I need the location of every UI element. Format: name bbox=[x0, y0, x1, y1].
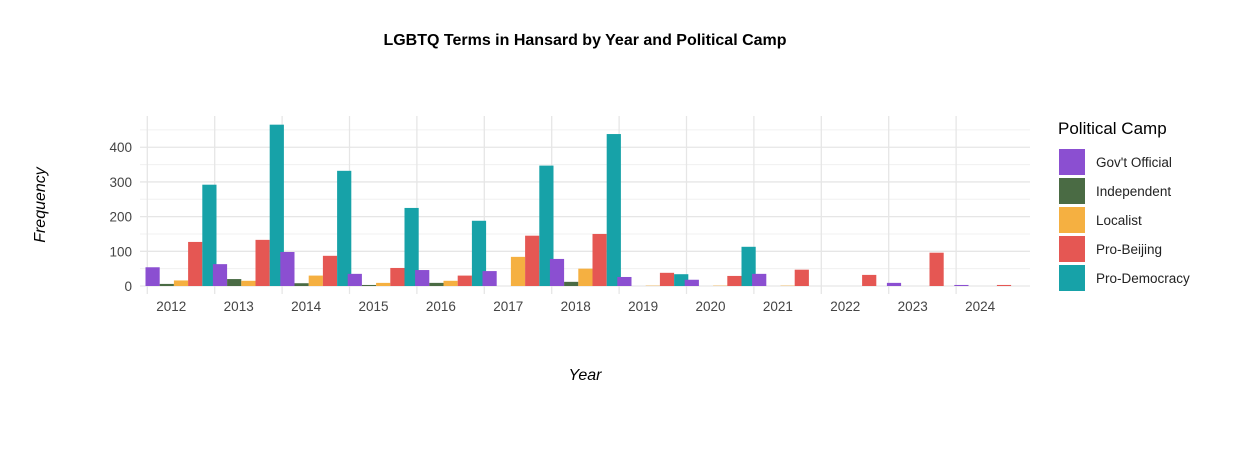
bar bbox=[255, 239, 270, 286]
bar bbox=[457, 275, 472, 286]
bar bbox=[347, 273, 362, 286]
legend-swatch bbox=[1059, 265, 1085, 291]
legend: Political Camp Gov't Official Independent… bbox=[1058, 119, 1190, 291]
bar bbox=[525, 235, 540, 286]
bar bbox=[308, 275, 323, 286]
bar bbox=[617, 276, 632, 286]
bar bbox=[269, 124, 284, 287]
x-tick-label: 2024 bbox=[965, 299, 996, 314]
bar bbox=[390, 267, 405, 286]
legend-label: Localist bbox=[1096, 213, 1142, 228]
legend-swatch bbox=[1059, 149, 1085, 175]
x-axis-ticks: 2012 2013 2014 2015 2016 2017 2018 2019 2020 2021… bbox=[156, 299, 995, 314]
bar bbox=[471, 220, 487, 286]
bar bbox=[145, 267, 160, 286]
bar bbox=[294, 283, 309, 286]
x-tick-label: 2013 bbox=[224, 299, 254, 314]
x-tick-label: 2020 bbox=[695, 299, 725, 314]
bar bbox=[606, 134, 621, 286]
x-axis-title: Year bbox=[569, 367, 603, 384]
y-tick-label: 200 bbox=[109, 210, 132, 225]
legend-swatch bbox=[1059, 207, 1085, 233]
legend-label: Independent bbox=[1096, 184, 1171, 199]
x-tick-label: 2016 bbox=[426, 299, 456, 314]
bar bbox=[539, 165, 554, 286]
x-tick-label: 2017 bbox=[493, 299, 523, 314]
y-tick-label: 0 bbox=[124, 279, 132, 294]
bar bbox=[212, 264, 228, 286]
bar bbox=[337, 170, 352, 286]
bar bbox=[549, 258, 565, 286]
x-tick-label: 2022 bbox=[830, 299, 860, 314]
x-tick-label: 2018 bbox=[561, 299, 591, 314]
legend-label: Gov't Official bbox=[1096, 155, 1172, 170]
bar bbox=[241, 280, 256, 286]
bar bbox=[996, 284, 1012, 286]
bar bbox=[376, 282, 391, 286]
bar bbox=[510, 256, 526, 286]
bar bbox=[564, 281, 579, 286]
bar bbox=[752, 273, 767, 286]
bar bbox=[159, 283, 174, 286]
bar bbox=[202, 184, 217, 286]
bar bbox=[727, 275, 742, 286]
bar bbox=[443, 280, 458, 286]
x-tick-label: 2012 bbox=[156, 299, 186, 314]
bar bbox=[954, 284, 969, 286]
bar bbox=[578, 268, 593, 286]
bar bbox=[280, 252, 295, 286]
y-tick-label: 100 bbox=[109, 244, 132, 259]
bar bbox=[173, 280, 189, 286]
legend-swatch bbox=[1059, 236, 1085, 262]
bar bbox=[227, 279, 242, 286]
bar bbox=[322, 255, 338, 286]
legend-title: Political Camp bbox=[1058, 119, 1167, 138]
y-tick-label: 400 bbox=[109, 140, 132, 155]
bar bbox=[674, 274, 689, 286]
x-tick-label: 2021 bbox=[763, 299, 793, 314]
bar bbox=[794, 269, 809, 286]
legend-label: Pro-Beijing bbox=[1096, 242, 1162, 257]
legend-swatch bbox=[1059, 178, 1085, 204]
bar bbox=[886, 282, 902, 286]
bar bbox=[929, 252, 944, 286]
x-tick-label: 2019 bbox=[628, 299, 658, 314]
y-axis-ticks: 0 100 200 300 400 bbox=[109, 140, 132, 294]
x-tick-label: 2014 bbox=[291, 299, 322, 314]
bar bbox=[404, 207, 419, 286]
bar bbox=[684, 279, 699, 286]
bar bbox=[429, 282, 444, 286]
bar bbox=[592, 233, 607, 286]
bar bbox=[659, 272, 675, 286]
bar bbox=[415, 270, 430, 286]
bar bbox=[862, 274, 877, 286]
bar bbox=[361, 284, 377, 286]
chart-title: LGBTQ Terms in Hansard by Year and Polit… bbox=[383, 32, 786, 49]
bar bbox=[188, 241, 203, 286]
x-tick-label: 2023 bbox=[898, 299, 928, 314]
legend-label: Pro-Democracy bbox=[1096, 271, 1190, 286]
x-tick-label: 2015 bbox=[358, 299, 388, 314]
y-axis-title: Frequency bbox=[32, 166, 49, 243]
bars-group bbox=[145, 124, 1012, 287]
bar bbox=[482, 271, 497, 286]
y-tick-label: 300 bbox=[109, 175, 132, 190]
